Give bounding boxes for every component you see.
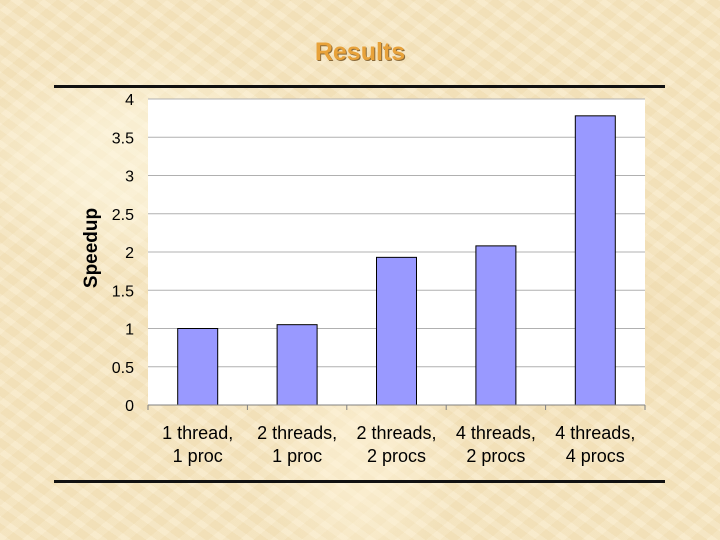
- y-tick-label: 1.5: [112, 283, 134, 300]
- y-tick-label: 4: [125, 92, 134, 109]
- x-category-label: 4 threads,: [456, 423, 536, 443]
- y-tick-label: 1: [125, 322, 134, 339]
- x-category-label: 4 threads,: [555, 423, 635, 443]
- y-tick-label: 0: [125, 398, 134, 415]
- bar: [276, 324, 318, 406]
- x-category-label: 2 procs: [367, 446, 426, 466]
- x-category-label: 4 procs: [566, 446, 625, 466]
- y-axis-label: Speedup: [81, 208, 102, 288]
- x-category-labels: 1 thread, 1 proc 2 threads, 1 proc 2 threads…: [147, 405, 646, 466]
- bar: [177, 328, 219, 406]
- bars: [177, 115, 616, 406]
- y-tick-label: 3.5: [112, 130, 134, 147]
- bar: [574, 115, 616, 406]
- bottom-rule: [54, 480, 665, 483]
- x-category-label: 2 procs: [466, 446, 525, 466]
- x-category-label: 1 proc: [173, 446, 223, 466]
- y-tick-label: 2: [125, 245, 134, 262]
- top-rule: [54, 85, 665, 88]
- y-tick-label: 0.5: [112, 360, 134, 377]
- bar: [376, 256, 417, 406]
- y-tick-labels: 0 0.5 1 1.5 2 2.5 3 3.5 4: [112, 92, 134, 415]
- bar: [475, 245, 517, 406]
- x-category-label: 2 threads,: [356, 423, 436, 443]
- y-tick-label: 3: [125, 169, 134, 186]
- slide-title: Results: [314, 38, 406, 66]
- x-category-label: 2 threads,: [257, 423, 337, 443]
- y-tick-label: 2.5: [112, 207, 134, 224]
- x-category-label: 1 thread,: [162, 423, 233, 443]
- x-category-label: 1 proc: [272, 446, 322, 466]
- gridlines: [148, 98, 645, 368]
